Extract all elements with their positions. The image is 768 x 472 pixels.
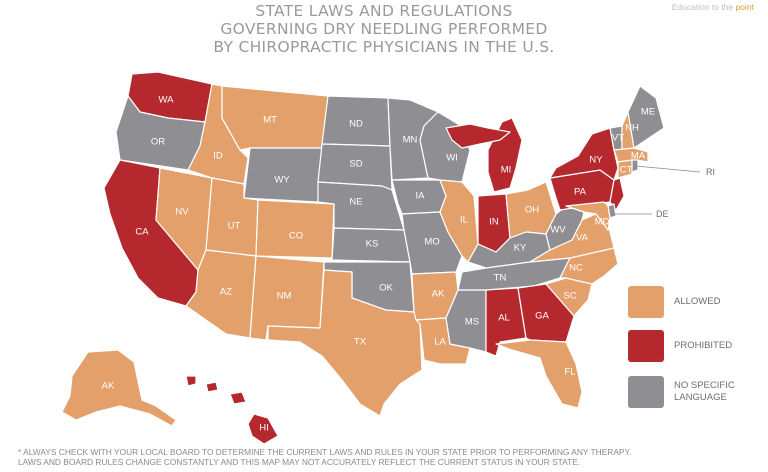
label-ok: OK bbox=[379, 283, 393, 294]
state-hawaii-oahu[interactable] bbox=[205, 381, 219, 393]
legend-swatch-allowed bbox=[628, 286, 664, 318]
state-md[interactable] bbox=[565, 201, 611, 231]
label-wi: WI bbox=[446, 153, 458, 164]
brand-tagline: Education to the point bbox=[672, 2, 754, 12]
label-nm: NM bbox=[277, 291, 292, 302]
label-wa: WA bbox=[159, 95, 175, 106]
label-alaska: AK bbox=[102, 381, 115, 392]
label-mt: MT bbox=[263, 115, 277, 126]
state-wv[interactable] bbox=[545, 205, 585, 251]
state-shapes bbox=[61, 71, 665, 445]
label-id: ID bbox=[213, 151, 223, 162]
state-tx[interactable] bbox=[267, 269, 423, 417]
label-co: CO bbox=[289, 231, 303, 242]
state-hawaii-maui[interactable] bbox=[229, 391, 247, 405]
legend-prohibited: PROHIBITED bbox=[628, 330, 758, 370]
label-or: OR bbox=[151, 137, 165, 148]
label-mo: MO bbox=[424, 237, 439, 248]
label-oh: OH bbox=[525, 205, 539, 216]
state-hawaii[interactable] bbox=[247, 413, 279, 445]
title-line-1: STATE LAWS AND REGULATIONS bbox=[255, 2, 513, 20]
label-vt: VT bbox=[612, 133, 624, 144]
label-hi: HI bbox=[259, 423, 269, 434]
legend-label-prohibited: PROHIBITED bbox=[674, 340, 733, 351]
state-sc[interactable] bbox=[545, 277, 593, 317]
title-line-2: GOVERNING DRY NEEDLING PERFORMED bbox=[220, 20, 548, 38]
state-labels: WA OR CA NV ID MT WY UT AZ CO NM ND SD NE KS OK TX MN IA MO… bbox=[102, 95, 655, 434]
footnote-line-1: * ALWAYS CHECK WITH YOUR LOCAL BOARD TO … bbox=[18, 447, 632, 457]
state-ny[interactable] bbox=[549, 127, 619, 181]
label-me: ME bbox=[641, 107, 655, 118]
label-ri: RI bbox=[706, 167, 715, 177]
label-al: AL bbox=[498, 313, 510, 324]
state-hawaii-kauai[interactable] bbox=[185, 375, 197, 387]
label-wy: WY bbox=[274, 175, 290, 186]
legend-allowed: ALLOWED bbox=[628, 286, 758, 326]
legend-no-specific: NO SPECIFIC LANGUAGE bbox=[628, 376, 758, 416]
label-wv: WV bbox=[550, 225, 566, 236]
legend-label-allowed: ALLOWED bbox=[674, 296, 721, 307]
title-line-3: BY CHIROPRACTIC PHYSICIANS IN THE U.S. bbox=[213, 38, 555, 56]
label-nc: NC bbox=[569, 263, 583, 274]
label-ny: NY bbox=[589, 155, 603, 166]
label-mi: MI bbox=[501, 165, 512, 176]
label-ma: MA bbox=[631, 151, 646, 162]
brand-accent: point bbox=[735, 2, 754, 12]
legend-swatch-no-specific bbox=[628, 376, 664, 408]
state-il[interactable] bbox=[439, 179, 479, 263]
label-ut: UT bbox=[228, 221, 241, 232]
state-ct[interactable] bbox=[617, 159, 633, 179]
footnote-line-2: LAWS AND BOARD RULES CHANGE CONSTANTLY A… bbox=[18, 457, 581, 467]
brand-prefix: Education to the bbox=[671, 2, 736, 12]
ri-leader-line bbox=[635, 165, 701, 173]
state-mi-upper[interactable] bbox=[445, 123, 511, 149]
label-mn: MN bbox=[403, 135, 418, 146]
state-alaska[interactable] bbox=[61, 349, 177, 427]
label-in: IN bbox=[489, 217, 499, 228]
label-pa: PA bbox=[574, 187, 587, 198]
label-ct: CT bbox=[620, 165, 633, 176]
label-sd: SD bbox=[349, 159, 362, 170]
label-ak: AK bbox=[432, 289, 445, 300]
label-ia: IA bbox=[416, 191, 426, 202]
label-tx: TX bbox=[354, 337, 367, 348]
disclaimer-footnote: * ALWAYS CHECK WITH YOUR LOCAL BOARD TO … bbox=[18, 447, 758, 467]
label-la: LA bbox=[434, 337, 446, 348]
state-ri[interactable] bbox=[631, 159, 639, 173]
legend-swatch-prohibited bbox=[628, 330, 664, 362]
label-ga: GA bbox=[535, 311, 549, 322]
label-ca: CA bbox=[135, 227, 149, 238]
label-ks: KS bbox=[366, 239, 379, 250]
label-de: DE bbox=[656, 209, 669, 219]
label-va: VA bbox=[576, 233, 589, 244]
state-co[interactable] bbox=[255, 199, 335, 259]
label-tn: TN bbox=[494, 273, 507, 284]
label-fl: FL bbox=[564, 367, 575, 378]
legend-label-no-specific: NO SPECIFIC LANGUAGE bbox=[674, 380, 735, 403]
label-ne: NE bbox=[349, 197, 362, 208]
label-sc: SC bbox=[563, 291, 576, 302]
label-ky: KY bbox=[514, 243, 527, 254]
label-nh: NH bbox=[625, 123, 639, 134]
label-az: AZ bbox=[220, 287, 232, 298]
label-il: IL bbox=[460, 215, 468, 226]
label-nv: NV bbox=[175, 207, 189, 218]
label-ms: MS bbox=[465, 317, 479, 328]
label-nd: ND bbox=[349, 119, 363, 130]
state-fl[interactable] bbox=[495, 339, 583, 409]
map-title: STATE LAWS AND REGULATIONS GOVERNING DRY… bbox=[0, 2, 768, 56]
label-md: MD bbox=[595, 217, 610, 228]
